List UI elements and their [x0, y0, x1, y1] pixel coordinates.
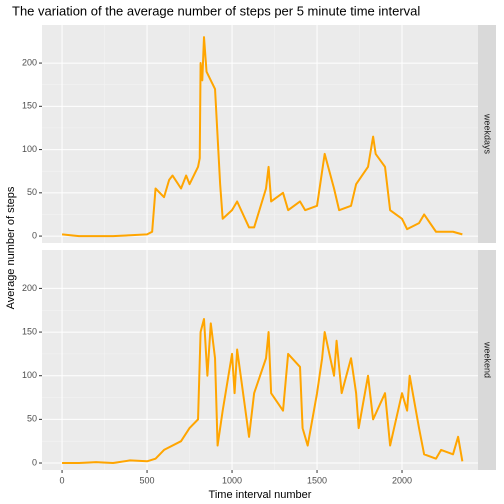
y-tick-label: 100: [22, 144, 37, 154]
y-tick-label: 50: [27, 187, 37, 197]
y-tick-label: 0: [32, 230, 37, 240]
x-tick-label: 500: [140, 475, 155, 485]
facet-label: weekdays: [483, 113, 493, 155]
x-tick-label: 1500: [307, 475, 327, 485]
y-tick-label: 100: [22, 370, 37, 380]
y-axis-title: Average number of steps: [5, 186, 17, 309]
y-tick-label: 200: [22, 283, 37, 293]
panel-background: [42, 250, 478, 470]
y-tick-label: 50: [27, 414, 37, 424]
facet-label: weekend: [483, 341, 493, 378]
data-line: [61, 36, 463, 238]
facet-strip: [478, 250, 496, 470]
x-tick-label: 0: [60, 475, 65, 485]
y-tick-label: 150: [22, 101, 37, 111]
chart-title: The variation of the average number of s…: [12, 3, 420, 18]
data-line: [62, 317, 464, 465]
x-tick-label: 1000: [222, 475, 242, 485]
y-tick-label: 0: [32, 457, 37, 467]
x-tick-label: 2000: [392, 475, 412, 485]
y-tick-label: 150: [22, 326, 37, 336]
y-tick-label: 200: [22, 57, 37, 67]
x-axis-title: Time interval number: [209, 489, 312, 501]
facet-strip: [478, 25, 496, 243]
